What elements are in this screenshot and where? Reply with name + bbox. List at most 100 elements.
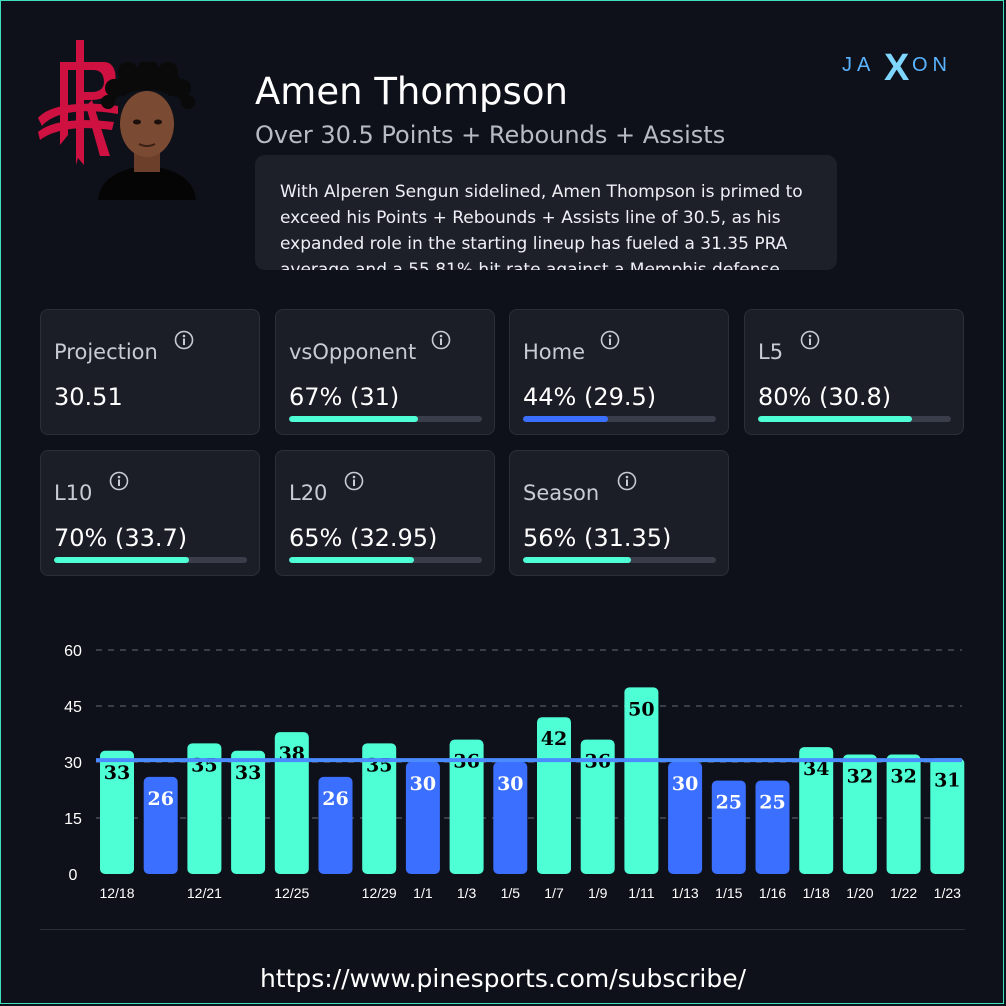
stat-value: 67% (31)	[289, 383, 400, 411]
progress-track	[289, 416, 482, 422]
x-tick-label: 1/5	[501, 885, 521, 901]
bar-value-label: 30	[672, 773, 698, 795]
bar	[318, 776, 353, 874]
brand-text-left: JA	[842, 54, 875, 76]
stat-card-projection: Projection 30.51	[40, 309, 260, 435]
progress-track	[758, 416, 951, 422]
bar	[930, 758, 965, 874]
stat-label: L5	[758, 340, 784, 364]
progress-fill	[523, 557, 632, 563]
stat-card-l10: L10 70% (33.7)	[40, 450, 260, 576]
bar	[405, 762, 440, 874]
x-tick-label: 1/7	[544, 885, 564, 901]
x-tick-label: 1/16	[759, 885, 786, 901]
stat-label: vsOpponent	[289, 340, 417, 364]
bar-value-label: 32	[890, 766, 916, 788]
bar	[537, 717, 571, 874]
x-tick-label: 12/18	[99, 885, 134, 901]
bar	[362, 743, 397, 874]
stat-label: Home	[523, 340, 586, 364]
info-icon[interactable]	[109, 471, 129, 491]
x-tick-label: 1/23	[934, 885, 961, 901]
stat-card-season: Season 56% (31.35)	[509, 450, 729, 576]
bar-value-label: 31	[934, 769, 960, 791]
bar	[886, 754, 921, 874]
x-tick-label: 1/11	[628, 885, 654, 901]
bar	[799, 747, 834, 874]
y-tick-label: 0	[69, 867, 78, 884]
stat-value: 44% (29.5)	[523, 383, 657, 411]
x-tick-label: 12/21	[187, 885, 222, 901]
divider	[40, 929, 965, 930]
info-icon[interactable]	[174, 330, 194, 350]
progress-track	[523, 557, 716, 563]
bar-value-label: 26	[147, 788, 173, 810]
progress-track	[54, 557, 247, 563]
y-tick-label: 15	[64, 811, 82, 828]
stat-label: L10	[54, 481, 93, 505]
bar	[449, 739, 484, 874]
progress-track	[289, 557, 482, 563]
bar-value-label: 34	[803, 758, 829, 780]
progress-fill	[289, 416, 419, 422]
jaxon-brand-logo: JA X ON	[842, 48, 952, 84]
player-avatar	[98, 62, 196, 200]
stat-card-vsopponent: vsOpponent 67% (31)	[275, 309, 495, 435]
bar-value-label: 25	[759, 792, 785, 814]
bar-value-label: 32	[847, 766, 873, 788]
progress-fill	[289, 557, 415, 563]
pra-bar-chart: 0153045603312/18263512/21333812/25263512…	[64, 643, 965, 901]
bar-value-label: 30	[410, 773, 436, 795]
brand-text-x: X	[884, 48, 910, 84]
subscribe-link[interactable]: https://www.pinesports.com/subscribe/	[259, 964, 747, 993]
player-name: Amen Thompson	[255, 70, 568, 113]
bar	[143, 776, 178, 874]
stat-value: 30.51	[54, 383, 123, 411]
bar	[580, 739, 615, 874]
bar-value-label: 35	[366, 754, 392, 776]
x-tick-label: 1/9	[588, 885, 608, 901]
x-tick-label: 1/20	[846, 885, 873, 901]
bar	[842, 754, 877, 874]
prop-line: Over 30.5 Points + Rebounds + Assists	[255, 121, 726, 149]
bar	[274, 732, 309, 874]
brand-text-right: ON	[912, 54, 952, 76]
analysis-text: With Alperen Sengun sidelined, Amen Thom…	[280, 182, 803, 270]
bar-value-label: 50	[628, 698, 654, 720]
stat-value: 56% (31.35)	[523, 524, 672, 552]
info-icon[interactable]	[344, 471, 364, 491]
x-tick-label: 1/3	[457, 885, 477, 901]
stat-value: 70% (33.7)	[54, 524, 188, 552]
bar-value-label: 35	[191, 754, 217, 776]
info-icon[interactable]	[600, 330, 620, 350]
bar	[711, 780, 746, 874]
info-icon[interactable]	[617, 471, 637, 491]
bar	[493, 762, 528, 874]
y-tick-label: 45	[64, 699, 82, 716]
analysis-box[interactable]: With Alperen Sengun sidelined, Amen Thom…	[255, 155, 837, 270]
bar-value-label: 26	[322, 788, 348, 810]
x-tick-label: 1/1	[413, 885, 433, 901]
bar	[624, 687, 659, 874]
bar	[668, 762, 703, 874]
bar	[755, 780, 790, 874]
stat-label: Projection	[54, 340, 158, 364]
bar	[231, 750, 266, 874]
bar-value-label: 25	[716, 792, 742, 814]
x-tick-label: 1/15	[715, 885, 742, 901]
y-tick-label: 30	[64, 755, 82, 772]
progress-fill	[758, 416, 913, 422]
team-logo	[38, 40, 118, 165]
info-icon[interactable]	[431, 330, 451, 350]
stat-card-l5: L5 80% (30.8)	[744, 309, 964, 435]
stat-label: L20	[289, 481, 328, 505]
bar-value-label: 33	[235, 762, 261, 784]
stat-label: Season	[523, 481, 600, 505]
x-tick-label: 12/25	[274, 885, 309, 901]
progress-fill	[54, 557, 190, 563]
stat-card-l20: L20 65% (32.95)	[275, 450, 495, 576]
y-tick-label: 60	[64, 643, 82, 660]
stat-value: 65% (32.95)	[289, 524, 438, 552]
info-icon[interactable]	[800, 330, 820, 350]
bar	[100, 750, 134, 874]
